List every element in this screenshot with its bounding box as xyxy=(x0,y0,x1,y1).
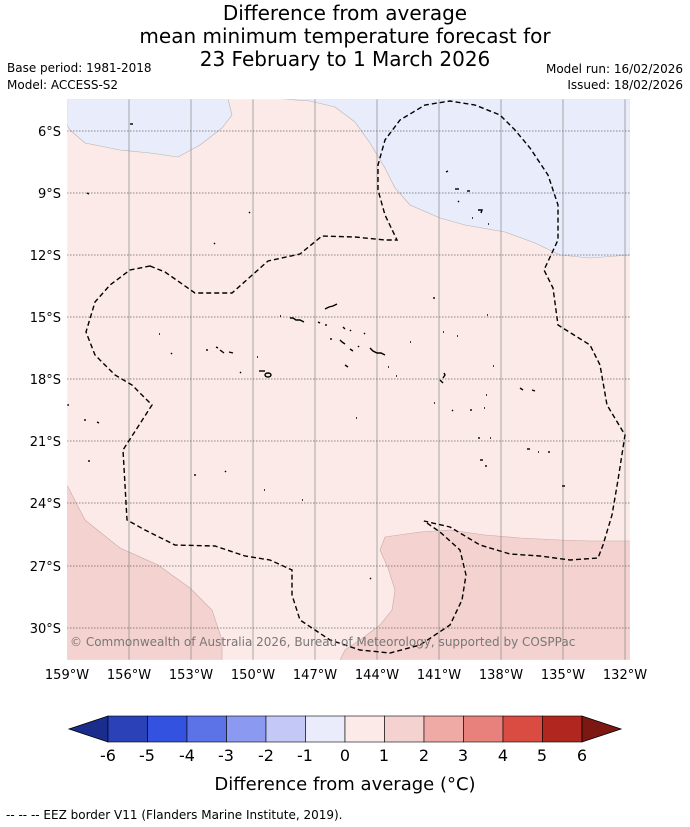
anomaly-band-1-2-sw xyxy=(67,484,223,660)
title-line-3: 23 February to 1 March 2026 xyxy=(199,47,491,71)
issued-label: Issued: 18/02/2026 xyxy=(567,78,683,92)
colorbar-segment xyxy=(542,715,583,743)
lon-label: 132°W xyxy=(603,668,647,683)
lon-label: 156°W xyxy=(107,668,151,683)
eez-footnote: -- -- -- EEZ border V11 (Flanders Marine… xyxy=(6,808,343,822)
colorbar-segment xyxy=(107,715,148,743)
colorbar-segment xyxy=(226,715,267,743)
title-line-1: Difference from average xyxy=(222,1,468,25)
lat-label: 24°S xyxy=(30,497,61,512)
longitude-labels: 159°W 156°W 153°W 150°W 147°W 144°W 141°… xyxy=(45,668,647,683)
base-period-label: Base period: 1981-2018 xyxy=(7,61,152,75)
anomaly-band-negative-ne xyxy=(281,99,630,259)
colorbar-label: 3 xyxy=(458,746,468,765)
map-frame xyxy=(66,98,631,661)
colorbar-labels: -6 -5 -4 -3 -2 -1 0 1 2 3 4 5 6 xyxy=(100,746,587,765)
anomaly-band-1-2-se xyxy=(339,529,630,660)
lat-label: 30°S xyxy=(30,622,61,637)
lon-label: 159°W xyxy=(45,668,89,683)
lat-label: 9°S xyxy=(38,187,61,202)
eez-border xyxy=(85,100,626,654)
colorbar-label: 1 xyxy=(379,746,389,765)
lat-label: 21°S xyxy=(30,435,61,450)
lat-label: 15°S xyxy=(30,311,61,326)
colorbar-extend-high xyxy=(581,715,623,743)
colorbar-segment xyxy=(265,715,306,743)
copyright-notice: © Commonwealth of Australia 2026, Bureau… xyxy=(70,635,575,649)
lon-label: 144°W xyxy=(355,668,399,683)
lon-label: 150°W xyxy=(231,668,275,683)
islands xyxy=(67,123,565,580)
colorbar-label: 6 xyxy=(577,746,587,765)
colorbar-label: 5 xyxy=(537,746,547,765)
lon-label: 147°W xyxy=(293,668,337,683)
colorbar-segment xyxy=(384,715,425,743)
colorbar xyxy=(67,715,623,743)
colorbar-extend-low xyxy=(67,715,109,743)
colorbar-label: -2 xyxy=(258,746,274,765)
latitude-gridlines xyxy=(67,130,630,629)
longitude-gridlines xyxy=(128,99,626,660)
colorbar-segment xyxy=(147,715,188,743)
model-run-label: Model run: 16/02/2026 xyxy=(545,62,683,76)
colorbar-label: -6 xyxy=(100,746,116,765)
lon-label: 141°W xyxy=(417,668,461,683)
colorbar-label: 4 xyxy=(498,746,508,765)
colorbar-label: -4 xyxy=(179,746,195,765)
colorbar-label: 2 xyxy=(419,746,429,765)
latitude-labels: 6°S 9°S 12°S 15°S 18°S 21°S 24°S 27°S 30… xyxy=(30,125,61,637)
map-area xyxy=(67,99,630,660)
colorbar-segment xyxy=(305,715,346,743)
lat-label: 12°S xyxy=(30,249,61,264)
lat-label: 27°S xyxy=(30,560,61,575)
colorbar-label: -5 xyxy=(139,746,155,765)
lat-label: 6°S xyxy=(38,125,61,140)
title-line-2: mean minimum temperature forecast for xyxy=(139,24,551,48)
lat-label: 18°S xyxy=(30,373,61,388)
colorbar-title: Difference from average (°C) xyxy=(214,774,475,795)
colorbar-segment xyxy=(186,715,227,743)
model-label: Model: ACCESS-S2 xyxy=(7,78,119,92)
colorbar-segment xyxy=(463,715,504,743)
colorbar-segment xyxy=(423,715,464,743)
lon-label: 138°W xyxy=(479,668,523,683)
lon-label: 135°W xyxy=(541,668,585,683)
colorbar-segment xyxy=(344,715,385,743)
colorbar-label: -3 xyxy=(218,746,234,765)
colorbar-segment xyxy=(502,715,543,743)
lon-label: 153°W xyxy=(169,668,213,683)
colorbar-label: 0 xyxy=(340,746,350,765)
colorbar-label: -1 xyxy=(297,746,313,765)
